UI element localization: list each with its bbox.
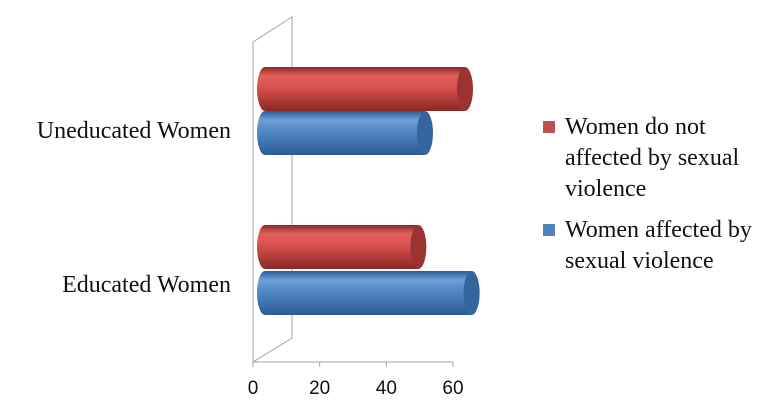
x-tick-label: 60 [442, 378, 463, 399]
category-label: Uneducated Women [37, 118, 231, 144]
bar [257, 225, 427, 269]
bar-end-cap [457, 67, 473, 111]
bar-body [265, 271, 472, 315]
chart-back-wall [252, 16, 293, 363]
bar-start-cap [257, 271, 273, 315]
category-axis: Uneducated Women Educated Women [37, 118, 231, 298]
bar-end-cap [417, 111, 433, 155]
legend-label: Women affected by sexual violence [565, 217, 752, 274]
bar [257, 271, 480, 315]
legend-swatch-blue [543, 224, 555, 236]
bar-body [265, 111, 425, 155]
x-tick-label: 0 [248, 378, 259, 399]
bar-start-cap [257, 67, 273, 111]
legend: Women do not affected by sexual violence… [543, 112, 775, 287]
legend-item-affected: Women affected by sexual violence [543, 215, 775, 277]
legend-swatch-red [543, 121, 555, 133]
bar-start-cap [257, 225, 273, 269]
bar-end-cap [463, 271, 480, 315]
bar-start-cap [257, 111, 273, 155]
bar [257, 111, 433, 155]
x-tick-label: 20 [309, 378, 330, 399]
bar-body [265, 67, 465, 111]
bar-body [265, 225, 419, 269]
bars [257, 67, 480, 315]
legend-label: Women do not affected by sexual violence [565, 114, 740, 202]
bar-end-cap [410, 225, 427, 269]
bar [257, 67, 473, 111]
x-tick-label: 40 [376, 378, 397, 399]
category-label: Educated Women [62, 272, 231, 298]
legend-item-not-affected: Women do not affected by sexual violence [543, 112, 775, 205]
x-axis: 0 20 40 60 [248, 362, 464, 399]
